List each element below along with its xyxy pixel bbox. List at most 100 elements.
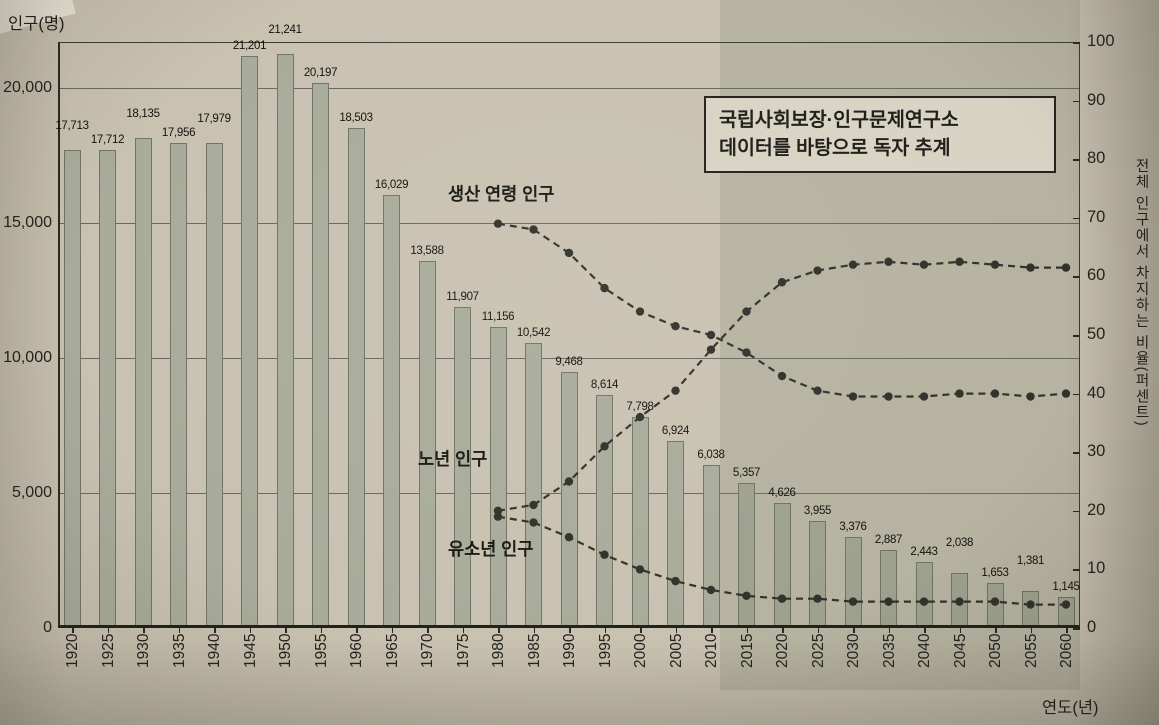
- series-point-working: [635, 307, 645, 316]
- y-axis-left-tick-label: 5,000: [11, 484, 52, 501]
- x-tick-label: 1950: [277, 633, 294, 668]
- x-tick-label: 2020: [774, 633, 791, 668]
- y-axis-right-tick-mark: [1073, 159, 1080, 161]
- series-point-working: [777, 371, 787, 381]
- y-axis-right-tick-label: 50: [1087, 325, 1106, 343]
- bar-value-label: 17,713: [55, 119, 89, 132]
- bar-value-label: 11,156: [481, 310, 515, 323]
- y-axis-right-tick-label: 70: [1087, 207, 1106, 226]
- y-axis-right-tick-mark: [1073, 100, 1080, 103]
- series-point-elderly: [777, 278, 787, 287]
- bar-value-label: 21,201: [232, 39, 267, 52]
- y-axis-right-tick-label: 30: [1087, 442, 1106, 461]
- bar-value-label: 2,887: [874, 534, 903, 547]
- x-axis-tick-mark: [1030, 628, 1032, 633]
- annotation-line-2: 데이터를 바탕으로 독자 추계: [719, 137, 951, 160]
- x-tick-label: 1960: [348, 633, 365, 668]
- series-point-elderly: [1061, 263, 1071, 272]
- bar-value-label: 17,979: [197, 112, 231, 125]
- bar-value-label: 16,029: [374, 179, 409, 192]
- series-point-children: [564, 532, 574, 542]
- x-tick-label: 2040: [916, 633, 933, 668]
- x-tick-label: 1980: [490, 633, 507, 668]
- x-axis-tick-mark: [995, 628, 997, 633]
- x-axis-tick-mark: [817, 628, 819, 633]
- series-point-elderly: [706, 345, 716, 354]
- y-axis-right-tick-label: 90: [1087, 90, 1106, 109]
- bar-value-label: 17,956: [161, 127, 196, 140]
- x-axis-tick-mark: [533, 628, 535, 633]
- x-tick-label: 1925: [99, 633, 117, 668]
- series-point-working: [884, 392, 893, 401]
- x-axis-tick-mark: [959, 628, 961, 633]
- series-point-elderly: [1026, 263, 1035, 272]
- series-point-children: [1061, 600, 1071, 609]
- series-point-working: [529, 225, 538, 234]
- gridline: [58, 358, 1080, 359]
- x-axis-tick-mark: [249, 628, 251, 633]
- series-point-elderly: [493, 506, 503, 515]
- bar-value-label: 21,241: [268, 24, 302, 37]
- series-point-elderly: [635, 412, 645, 422]
- y-axis-right-tick-mark: [1073, 393, 1080, 396]
- x-axis-tick-mark: [427, 628, 429, 633]
- series-point-working: [706, 330, 716, 340]
- series-point-children: [955, 597, 964, 606]
- x-tick-label: 1945: [241, 633, 259, 668]
- series-point-elderly: [919, 260, 929, 269]
- x-axis-tick-mark: [391, 628, 393, 633]
- series-point-children: [671, 576, 680, 586]
- gridline: [58, 223, 1080, 224]
- x-axis-tick-mark: [178, 628, 180, 633]
- series-point-elderly: [990, 260, 1000, 269]
- series-label-working-age: 생산 연령 인구: [448, 184, 555, 204]
- x-axis-tick-mark: [498, 628, 500, 633]
- y-axis-right-tick-mark: [1073, 569, 1080, 571]
- y-axis-left-title: 인구(명): [8, 15, 65, 33]
- x-axis-tick-mark: [888, 628, 890, 633]
- series-point-working: [919, 392, 929, 401]
- bar-value-label: 6,924: [661, 425, 690, 438]
- x-axis-tick-mark: [72, 628, 74, 633]
- series-point-children: [742, 591, 751, 600]
- series-point-working: [990, 389, 1000, 398]
- bar-value-label: 18,135: [126, 108, 160, 121]
- series-point-working: [955, 389, 964, 398]
- x-tick-label: 2005: [667, 633, 685, 668]
- series-point-elderly: [564, 477, 574, 486]
- y-axis-right-tick-label: 0: [1087, 618, 1097, 636]
- series-point-working: [848, 392, 858, 401]
- x-tick-label: 1935: [170, 633, 188, 668]
- bar-value-label: 9,468: [555, 356, 583, 369]
- x-axis-tick-mark: [214, 628, 216, 633]
- x-tick-label: 2025: [809, 633, 827, 668]
- x-tick-label: 2010: [703, 633, 720, 668]
- y-axis-right-tick-label: 60: [1087, 266, 1106, 285]
- x-tick-label: 1970: [419, 633, 436, 668]
- bar-value-label: 3,376: [839, 520, 867, 533]
- y-axis-right-tick-mark: [1073, 276, 1080, 278]
- x-tick-label: 1930: [135, 633, 152, 668]
- y-axis-right-tick-mark: [1073, 510, 1080, 513]
- x-tick-label: 2050: [987, 633, 1004, 668]
- x-axis-tick-mark: [604, 628, 606, 633]
- y-axis-right-tick-label: 10: [1087, 559, 1106, 578]
- series-label-children: 유소년 인구: [448, 539, 534, 559]
- y-axis-left-tick-label: 0: [43, 619, 52, 636]
- series-point-children: [635, 565, 645, 574]
- x-axis-tick-mark: [853, 628, 855, 633]
- x-axis-tick-mark: [285, 628, 287, 633]
- gridline: [58, 88, 1080, 89]
- series-point-elderly: [955, 257, 964, 266]
- y-axis-right-tick-mark: [1073, 217, 1080, 220]
- x-tick-label: 1985: [525, 633, 543, 668]
- x-axis-tick-mark: [640, 628, 642, 633]
- x-tick-label: 2000: [632, 633, 649, 668]
- projection-annotation-box: 국립사회보장·인구문제연구소 데이터를 바탕으로 독자 추계: [704, 96, 1056, 173]
- y-axis-left-tick-label: 15,000: [3, 214, 52, 231]
- x-axis-tick-mark: [675, 628, 677, 633]
- bar-value-label: 3,955: [803, 505, 832, 518]
- y-axis-right-title: 전체 인구에서 차지하는 비율(퍼센트): [1133, 158, 1149, 428]
- bar-value-label: 7,798: [626, 401, 654, 414]
